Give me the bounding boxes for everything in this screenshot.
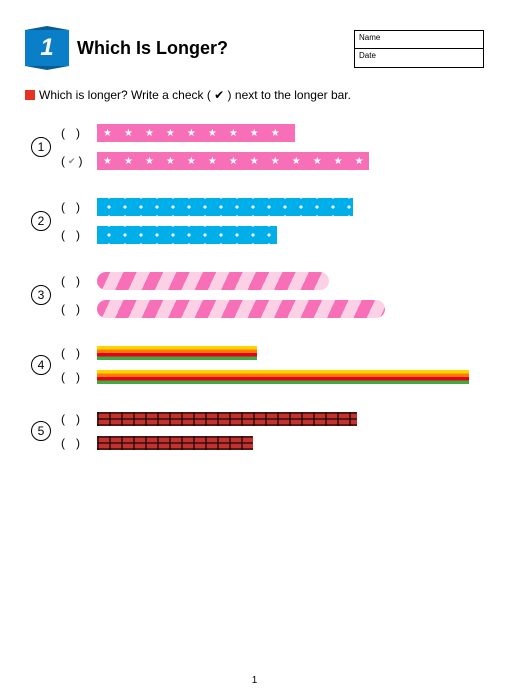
bar-row: ( ) xyxy=(61,370,469,384)
page-number: 1 xyxy=(0,675,509,686)
red-square-icon xyxy=(25,90,35,100)
bar-pair: ( ) ( ) xyxy=(61,198,353,244)
date-label: Date xyxy=(355,49,483,67)
comparison-bar xyxy=(97,412,357,426)
check-mark xyxy=(68,414,73,424)
bar-row: ( ) xyxy=(61,198,353,216)
comparison-bar xyxy=(97,346,257,360)
problem: 2 ( ) ( ) xyxy=(31,198,484,244)
comparison-bar xyxy=(97,436,253,450)
bar-row: ( ) xyxy=(61,226,353,244)
check-mark xyxy=(68,202,73,212)
comparison-bar: ★★★★★★★★★ xyxy=(97,124,295,142)
instruction-row: Which is longer? Write a check ( ✔ ) nex… xyxy=(25,88,484,102)
check-mark: ✔ xyxy=(68,156,76,167)
bar-row: ( ) xyxy=(61,436,357,450)
instruction-text: Which is longer? Write a check ( ✔ ) nex… xyxy=(39,88,351,102)
problem: 5 ( ) ( ) xyxy=(31,412,484,450)
check-paren[interactable]: ( ) xyxy=(61,228,89,242)
bar-pair: ( ) ( ) xyxy=(61,346,469,384)
page-title: Which Is Longer? xyxy=(77,38,228,59)
lesson-badge: 1 xyxy=(25,30,69,66)
check-paren[interactable]: ( ) xyxy=(61,412,89,426)
name-date-box: Name Date xyxy=(354,30,484,68)
problem-number: 2 xyxy=(31,211,51,231)
problem-number: 3 xyxy=(31,285,51,305)
comparison-bar: ★★★★★★★★★★★★★ xyxy=(97,152,369,170)
check-paren[interactable]: ( ) xyxy=(61,274,89,288)
bar-pair: ( ) ( ) xyxy=(61,412,357,450)
check-mark xyxy=(68,304,73,314)
check-paren[interactable]: ( ) xyxy=(61,200,89,214)
title-group: 1 Which Is Longer? xyxy=(25,30,228,66)
check-paren[interactable]: ( ) xyxy=(61,126,89,140)
problem-number: 5 xyxy=(31,421,51,441)
bar-row: ( ) xyxy=(61,412,357,426)
problem-number: 4 xyxy=(31,355,51,375)
bar-row: (✔) ★★★★★★★★★★★★★ xyxy=(61,152,369,170)
comparison-bar xyxy=(97,198,353,216)
problem: 4 ( ) ( ) xyxy=(31,346,484,384)
check-mark xyxy=(68,128,73,138)
check-paren[interactable]: ( ) xyxy=(61,436,89,450)
bar-pair: ( ) ★★★★★★★★★ (✔) ★★★★★★★★★★★★★ xyxy=(61,124,369,170)
problem-number: 1 xyxy=(31,137,51,157)
bar-row: ( ) ★★★★★★★★★ xyxy=(61,124,369,142)
comparison-bar xyxy=(97,300,385,318)
bar-row: ( ) xyxy=(61,346,469,360)
bar-row: ( ) xyxy=(61,272,385,290)
check-mark xyxy=(68,230,73,240)
problems-container: 1 ( ) ★★★★★★★★★ (✔) ★★★★★★★★★★★★★ 2 ( ) ( ) 3 ( )… xyxy=(25,124,484,450)
problem: 1 ( ) ★★★★★★★★★ (✔) ★★★★★★★★★★★★★ xyxy=(31,124,484,170)
check-paren[interactable]: ( ) xyxy=(61,346,89,360)
header: 1 Which Is Longer? Name Date xyxy=(25,30,484,68)
check-paren[interactable]: ( ) xyxy=(61,370,89,384)
bar-pair: ( ) ( ) xyxy=(61,272,385,318)
check-mark xyxy=(68,438,73,448)
check-mark xyxy=(68,276,73,286)
problem: 3 ( ) ( ) xyxy=(31,272,484,318)
lesson-number: 1 xyxy=(40,34,53,62)
bar-row: ( ) xyxy=(61,300,385,318)
comparison-bar xyxy=(97,226,277,244)
check-mark xyxy=(68,372,73,382)
comparison-bar xyxy=(97,272,329,290)
comparison-bar xyxy=(97,370,469,384)
check-paren[interactable]: ( ) xyxy=(61,302,89,316)
check-mark xyxy=(68,348,73,358)
check-paren[interactable]: (✔) xyxy=(61,154,89,168)
name-label: Name xyxy=(355,31,483,49)
